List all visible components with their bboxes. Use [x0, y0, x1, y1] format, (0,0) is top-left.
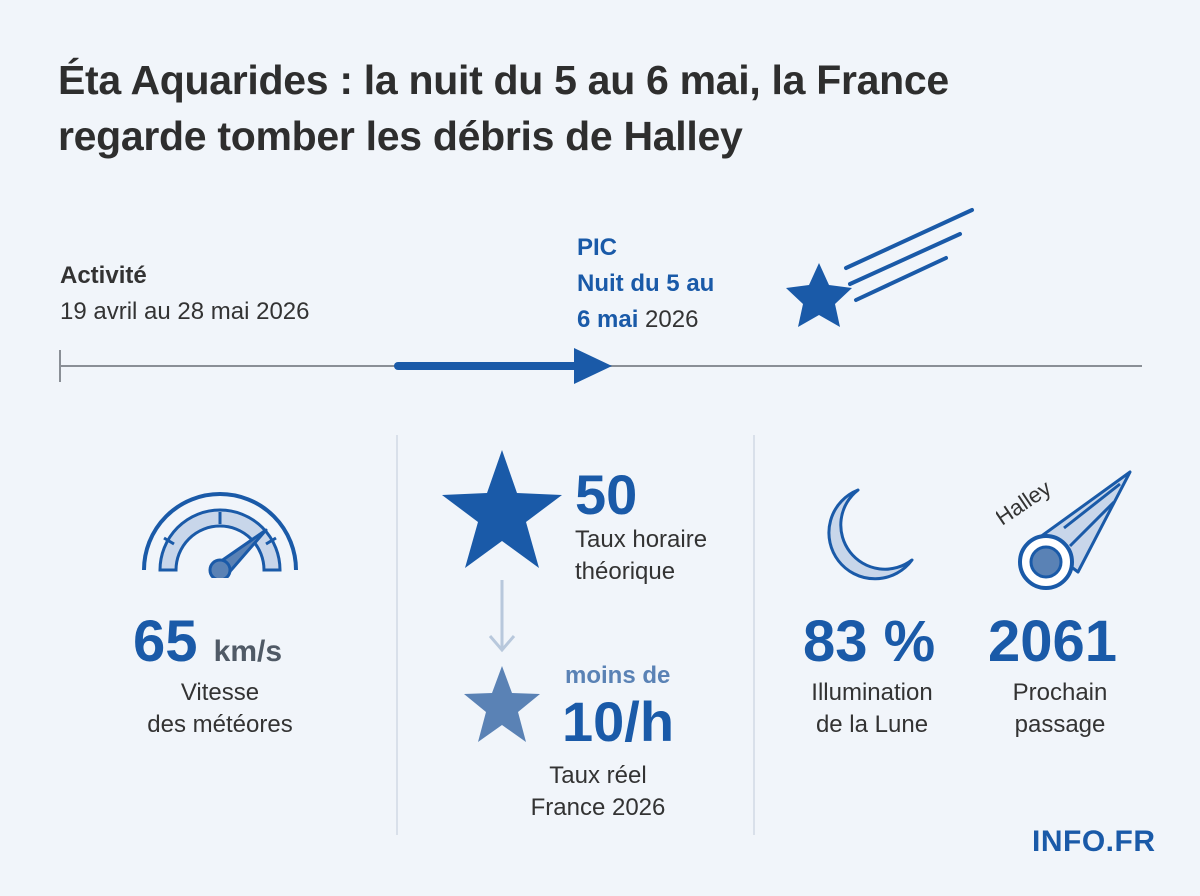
brand-logo: INFO.FR: [1032, 825, 1156, 858]
halley-caption-line-2: passage: [1014, 711, 1106, 738]
timeline: [59, 208, 1142, 384]
theoretical-rate-caption: Taux horaire théorique: [575, 524, 707, 588]
speed-caption-line-2: des météores: [147, 711, 293, 738]
title-line-2: regarde tomber les débris de Halley: [58, 113, 743, 159]
peak-line-1: Nuit du 5 au: [577, 270, 715, 297]
speedometer-icon: [142, 492, 298, 578]
star-icon: [442, 450, 562, 568]
moon-caption: Illumination de la Lune: [782, 677, 962, 741]
activity-label: Activité: [60, 262, 147, 289]
theoretical-rate-caption-line-1: Taux horaire: [575, 526, 708, 553]
halley-icon-label: Halley: [996, 475, 1055, 530]
speed-number: 65: [133, 609, 198, 674]
real-rate-caption-line-1: Taux réel: [549, 762, 647, 789]
arrow-down-icon: [488, 580, 516, 653]
peak-line-2: 6 mai 2026: [577, 302, 714, 338]
divider-left: [396, 435, 398, 835]
activity-dates: 19 avril au 28 mai 2026: [60, 298, 310, 325]
real-rate-value: 10/h: [562, 690, 675, 753]
real-rate-prefix: moins de: [565, 662, 671, 689]
speed-caption: Vitesse des météores: [110, 677, 330, 741]
theoretical-rate-caption-line-2: théorique: [575, 558, 676, 585]
moon-illumination-value: 83 %: [803, 609, 936, 674]
peak-block: PIC Nuit du 5 au 6 mai 2026: [577, 230, 714, 338]
divider-right: [753, 435, 755, 835]
moon-icon: [827, 488, 914, 581]
title-line-1: Éta Aquarides : la nuit du 5 au 6 mai, l…: [58, 57, 949, 103]
halley-caption: Prochain passage: [970, 677, 1150, 741]
peak-arrow-head: [574, 348, 612, 384]
page-title: Éta Aquarides : la nuit du 5 au 6 mai, l…: [58, 52, 1118, 164]
peak-label: PIC: [577, 234, 618, 261]
peak-year: 2026: [638, 306, 699, 333]
comet-icon: Halley: [996, 470, 1132, 590]
small-star-icon: [464, 666, 540, 742]
halley-caption-line-1: Prochain: [1012, 679, 1108, 706]
peak-date-bold: 6 mai: [577, 306, 639, 333]
moon-caption-line-1: Illumination: [811, 679, 933, 706]
shooting-star-icon: [786, 208, 974, 327]
real-rate-caption-line-2: France 2026: [530, 794, 666, 821]
real-rate-caption: Taux réel France 2026: [488, 760, 708, 824]
speed-unit: km/s: [213, 635, 283, 668]
speed-value: 65 km/s: [133, 612, 282, 682]
moon-caption-line-2: de la Lune: [815, 711, 929, 738]
theoretical-rate-value: 50: [575, 463, 638, 526]
speed-caption-line-1: Vitesse: [180, 679, 260, 706]
halley-year-value: 2061: [988, 609, 1118, 674]
